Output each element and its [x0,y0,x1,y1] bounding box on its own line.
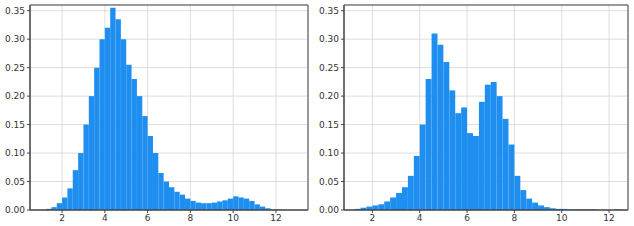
svg-text:0.00: 0.00 [8,205,25,215]
svg-text:2: 2 [59,213,65,223]
svg-text:0.10: 0.10 [319,148,339,158]
svg-text:0.10: 0.10 [8,148,25,158]
svg-text:10: 10 [556,213,568,223]
svg-text:0.20: 0.20 [319,91,339,101]
svg-text:0.25: 0.25 [8,63,25,73]
svg-text:2: 2 [370,213,376,223]
svg-text:6: 6 [145,213,151,223]
svg-text:0.05: 0.05 [319,177,339,187]
svg-text:0.15: 0.15 [319,120,339,130]
svg-text:4: 4 [417,213,423,223]
svg-text:0.00: 0.00 [319,205,339,215]
svg-text:0.30: 0.30 [319,34,339,44]
svg-text:12: 12 [603,213,614,223]
svg-text:0.35: 0.35 [319,6,339,16]
svg-text:8: 8 [188,213,194,223]
svg-text:6: 6 [464,213,470,223]
svg-text:12: 12 [270,213,281,223]
svg-text:0.30: 0.30 [8,34,25,44]
svg-text:4: 4 [102,213,108,223]
svg-text:8: 8 [512,213,518,223]
svg-text:0.25: 0.25 [319,63,339,73]
svg-text:0.15: 0.15 [8,120,25,130]
svg-text:0.20: 0.20 [8,91,25,101]
svg-text:0.05: 0.05 [8,177,25,187]
svg-text:10: 10 [227,213,239,223]
svg-text:0.35: 0.35 [8,6,25,16]
